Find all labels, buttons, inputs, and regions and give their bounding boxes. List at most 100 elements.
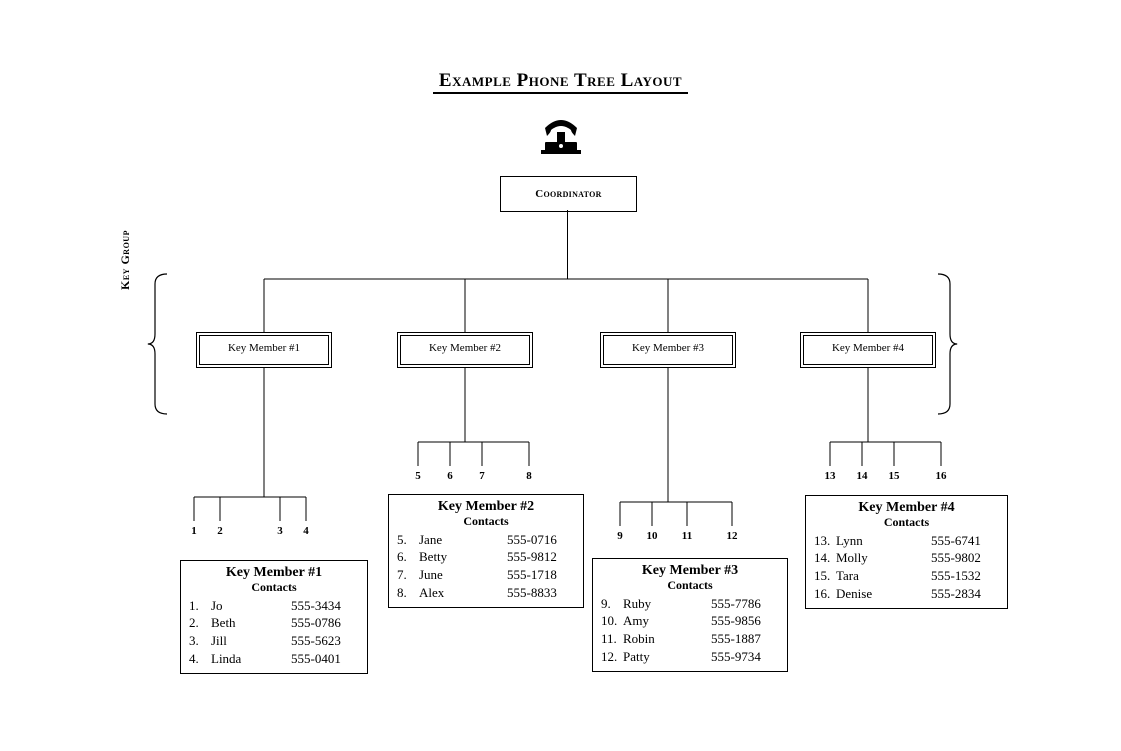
key-group-label: Key Group [118, 200, 133, 320]
contact-phone: 555-0401 [291, 650, 359, 668]
contact-row: 12.Patty555-9734 [601, 648, 779, 666]
tick-number: 3 [270, 525, 290, 537]
tick-number: 2 [210, 525, 230, 537]
contact-phone: 555-9734 [711, 648, 779, 666]
contact-phone: 555-1532 [931, 567, 999, 585]
contact-phone: 555-0716 [507, 531, 575, 549]
contact-name: Jill [211, 632, 291, 650]
contact-number: 10. [601, 612, 623, 630]
contact-name: Patty [623, 648, 711, 666]
key-member-label: Key Member #4 [803, 335, 933, 365]
coordinator-box: Coordinator [500, 176, 637, 212]
contact-name: Denise [836, 585, 931, 603]
key-member-box: Key Member #3 [600, 332, 736, 368]
key-member-box: Key Member #1 [196, 332, 332, 368]
contact-number: 3. [189, 632, 211, 650]
contact-name: Betty [419, 548, 507, 566]
contact-row: 15.Tara555-1532 [814, 567, 999, 585]
contact-row: 6.Betty555-9812 [397, 548, 575, 566]
tick-number: 15 [884, 470, 904, 482]
contact-name: Jo [211, 597, 291, 615]
tick-number: 10 [642, 530, 662, 542]
contact-number: 14. [814, 549, 836, 567]
contacts-title: Key Member #3Contacts [601, 563, 779, 593]
contact-number: 4. [189, 650, 211, 668]
contact-phone: 555-9802 [931, 549, 999, 567]
contact-number: 12. [601, 648, 623, 666]
contact-row: 9.Ruby555-7786 [601, 595, 779, 613]
contact-row: 5.Jane555-0716 [397, 531, 575, 549]
contact-row: 3.Jill555-5623 [189, 632, 359, 650]
contact-phone: 555-6741 [931, 532, 999, 550]
tick-number: 13 [820, 470, 840, 482]
contact-number: 15. [814, 567, 836, 585]
contact-row: 10.Amy555-9856 [601, 612, 779, 630]
contact-number: 6. [397, 548, 419, 566]
contact-row: 14.Molly555-9802 [814, 549, 999, 567]
tick-number: 7 [472, 470, 492, 482]
contact-name: Tara [836, 567, 931, 585]
key-member-box: Key Member #4 [800, 332, 936, 368]
contacts-title: Key Member #4Contacts [814, 500, 999, 530]
contact-row: 16.Denise555-2834 [814, 585, 999, 603]
tick-number: 8 [519, 470, 539, 482]
key-member-label: Key Member #1 [199, 335, 329, 365]
tick-number: 1 [184, 525, 204, 537]
contact-name: Beth [211, 614, 291, 632]
contact-number: 2. [189, 614, 211, 632]
page-title: Example Phone Tree Layout [433, 70, 688, 94]
contact-name: Amy [623, 612, 711, 630]
contact-number: 8. [397, 584, 419, 602]
phone-icon [535, 110, 587, 156]
tick-number: 12 [722, 530, 742, 542]
key-member-label: Key Member #3 [603, 335, 733, 365]
contact-name: Lynn [836, 532, 931, 550]
contact-name: Alex [419, 584, 507, 602]
contacts-box: Key Member #3Contacts9.Ruby555-778610.Am… [592, 558, 788, 672]
contact-number: 5. [397, 531, 419, 549]
contact-phone: 555-1887 [711, 630, 779, 648]
contact-name: Robin [623, 630, 711, 648]
contact-row: 2.Beth555-0786 [189, 614, 359, 632]
tick-number: 9 [610, 530, 630, 542]
contact-row: 4.Linda555-0401 [189, 650, 359, 668]
contact-phone: 555-0786 [291, 614, 359, 632]
contact-number: 13. [814, 532, 836, 550]
contacts-box: Key Member #1Contacts1.Jo555-34342.Beth5… [180, 560, 368, 674]
contacts-box: Key Member #4Contacts13.Lynn555-674114.M… [805, 495, 1008, 609]
contact-row: 1.Jo555-3434 [189, 597, 359, 615]
contact-phone: 555-2834 [931, 585, 999, 603]
contact-phone: 555-5623 [291, 632, 359, 650]
contact-number: 1. [189, 597, 211, 615]
contact-name: Molly [836, 549, 931, 567]
tick-number: 11 [677, 530, 697, 542]
contact-row: 8.Alex555-8833 [397, 584, 575, 602]
contact-phone: 555-8833 [507, 584, 575, 602]
contact-phone: 555-7786 [711, 595, 779, 613]
contact-number: 16. [814, 585, 836, 603]
contact-name: June [419, 566, 507, 584]
contact-name: Linda [211, 650, 291, 668]
tick-number: 4 [296, 525, 316, 537]
contact-name: Ruby [623, 595, 711, 613]
tick-number: 6 [440, 470, 460, 482]
tick-number: 5 [408, 470, 428, 482]
contact-number: 11. [601, 630, 623, 648]
contacts-title: Key Member #1Contacts [189, 565, 359, 595]
tick-number: 14 [852, 470, 872, 482]
contact-phone: 555-1718 [507, 566, 575, 584]
contacts-title: Key Member #2Contacts [397, 499, 575, 529]
contact-row: 7.June555-1718 [397, 566, 575, 584]
page-title-wrap: Example Phone Tree Layout [0, 70, 1121, 92]
contact-number: 7. [397, 566, 419, 584]
key-member-label: Key Member #2 [400, 335, 530, 365]
contact-name: Jane [419, 531, 507, 549]
key-member-box: Key Member #2 [397, 332, 533, 368]
contact-phone: 555-9812 [507, 548, 575, 566]
tick-number: 16 [931, 470, 951, 482]
contacts-box: Key Member #2Contacts5.Jane555-07166.Bet… [388, 494, 584, 608]
contact-number: 9. [601, 595, 623, 613]
contact-row: 13.Lynn555-6741 [814, 532, 999, 550]
contact-row: 11.Robin555-1887 [601, 630, 779, 648]
contact-phone: 555-3434 [291, 597, 359, 615]
